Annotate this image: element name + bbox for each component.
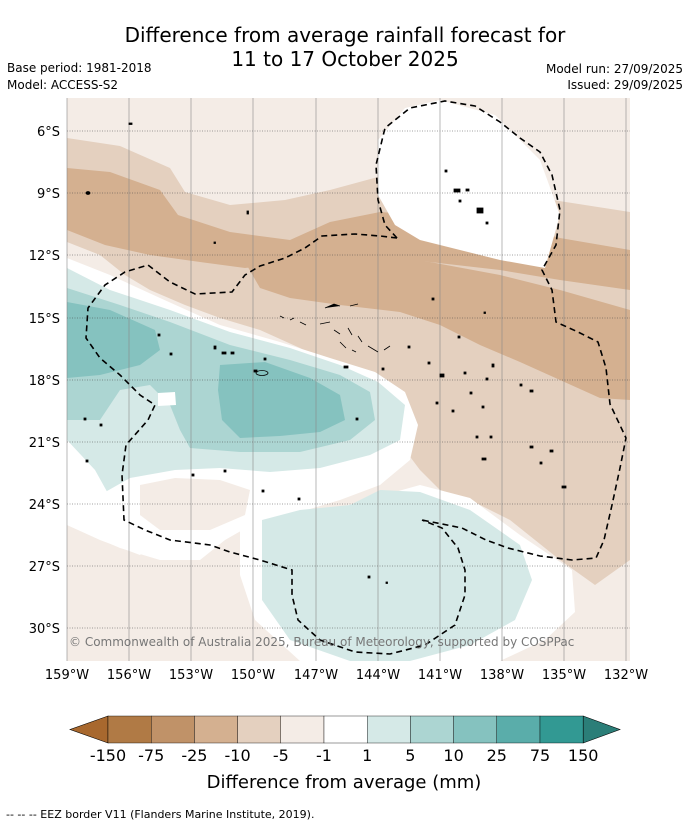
issued-date: Issued: 29/09/2025 bbox=[567, 78, 683, 92]
colorbar-tick-label: 1 bbox=[362, 746, 372, 765]
lon-label-132w: 132°W bbox=[604, 668, 648, 683]
eez-legend-note: -- -- -- EEZ border V11 (Flanders Marine… bbox=[6, 808, 315, 821]
colorbar-swatch bbox=[410, 715, 454, 744]
lat-label-27s: 27°S bbox=[29, 560, 60, 575]
rainfall-anomaly-field bbox=[67, 98, 630, 661]
islands bbox=[83, 122, 567, 584]
model-name: Model: ACCESS-S2 bbox=[7, 78, 119, 92]
lat-label-12s: 12°S bbox=[29, 249, 60, 264]
colorbar-swatch bbox=[237, 715, 282, 744]
band-minus25-core bbox=[245, 252, 630, 400]
colorbar-swatch bbox=[150, 715, 195, 744]
band-plus10-west bbox=[67, 302, 160, 378]
colorbar-tick-label: -10 bbox=[225, 746, 251, 765]
colorbar-tick-label: -25 bbox=[181, 746, 207, 765]
band-plus1-south bbox=[262, 490, 532, 661]
lon-label-150w: 150°W bbox=[231, 668, 275, 683]
colorbar-tick-label: 10 bbox=[443, 746, 463, 765]
colorbar-tick-label: -1 bbox=[316, 746, 332, 765]
title-line-1: Difference from average rainfall forecas… bbox=[124, 23, 566, 47]
lon-label-147w: 147°W bbox=[294, 668, 338, 683]
model-run: Model run: 27/09/2025 bbox=[545, 62, 683, 76]
longitude-labels: 159°W 156°W 153°W 150°W 147°W 144°W 141°… bbox=[45, 668, 648, 683]
latitude-labels: 6°S 9°S 12°S 15°S 18°S 21°S 24°S 27°S 30… bbox=[29, 125, 60, 637]
colorbar-swatch bbox=[280, 715, 325, 744]
colorbar: -150 -75 -25 -10 -5 -1 1 5 10 25 75 150 bbox=[69, 715, 621, 765]
colorbar-swatch bbox=[453, 715, 498, 744]
band-plus10-core bbox=[218, 362, 345, 438]
colorbar-swatch bbox=[107, 715, 152, 744]
lon-label-138w: 138°W bbox=[480, 668, 524, 683]
lat-label-6s: 6°S bbox=[37, 125, 60, 140]
lat-label-18s: 18°S bbox=[29, 374, 60, 389]
longitude-gridlines bbox=[66, 98, 627, 661]
lon-label-159w: 159°W bbox=[45, 668, 89, 683]
lat-label-21s: 21°S bbox=[29, 436, 60, 451]
eez-borders bbox=[85, 100, 627, 655]
lon-label-144w: 144°W bbox=[356, 668, 400, 683]
colorbar-extend-high bbox=[582, 715, 621, 744]
colorbar-tick-label: -150 bbox=[90, 746, 126, 765]
band-southwest-dry bbox=[67, 535, 290, 661]
lon-label-153w: 153°W bbox=[169, 668, 213, 683]
lon-label-135w: 135°W bbox=[542, 668, 586, 683]
colorbar-swatch bbox=[323, 715, 368, 744]
lon-label-141w: 141°W bbox=[418, 668, 462, 683]
colorbar-swatch bbox=[539, 715, 584, 744]
lat-label-9s: 9°S bbox=[37, 187, 60, 202]
title-line-2: 11 to 17 October 2025 bbox=[231, 47, 459, 71]
copyright-text: © Commonwealth of Australia 2025, Bureau… bbox=[69, 635, 574, 649]
colorbar-tick-label: 5 bbox=[405, 746, 415, 765]
colorbar-extend-low bbox=[69, 715, 109, 744]
lat-label-30s: 30°S bbox=[29, 622, 60, 637]
band-near-average-north bbox=[378, 100, 560, 268]
band-minus25-to-minus10 bbox=[67, 168, 630, 290]
patch-small-neutral bbox=[158, 392, 176, 406]
colorbar-tick-label: 25 bbox=[487, 746, 507, 765]
colorbar-tick-label: -75 bbox=[138, 746, 164, 765]
colorbar-tick-label: -5 bbox=[273, 746, 289, 765]
colorbar-tick-label: 75 bbox=[530, 746, 550, 765]
colorbar-tick-label: 150 bbox=[568, 746, 599, 765]
colorbar-swatch bbox=[367, 715, 411, 744]
colorbar-title: Difference from average (mm) bbox=[207, 772, 482, 793]
lat-label-24s: 24°S bbox=[29, 498, 60, 513]
base-period: Base period: 1981-2018 bbox=[7, 61, 152, 75]
lat-label-15s: 15°S bbox=[29, 312, 60, 327]
lon-label-156w: 156°W bbox=[107, 668, 151, 683]
colorbar-swatch bbox=[194, 715, 238, 744]
colorbar-swatch bbox=[496, 715, 541, 744]
